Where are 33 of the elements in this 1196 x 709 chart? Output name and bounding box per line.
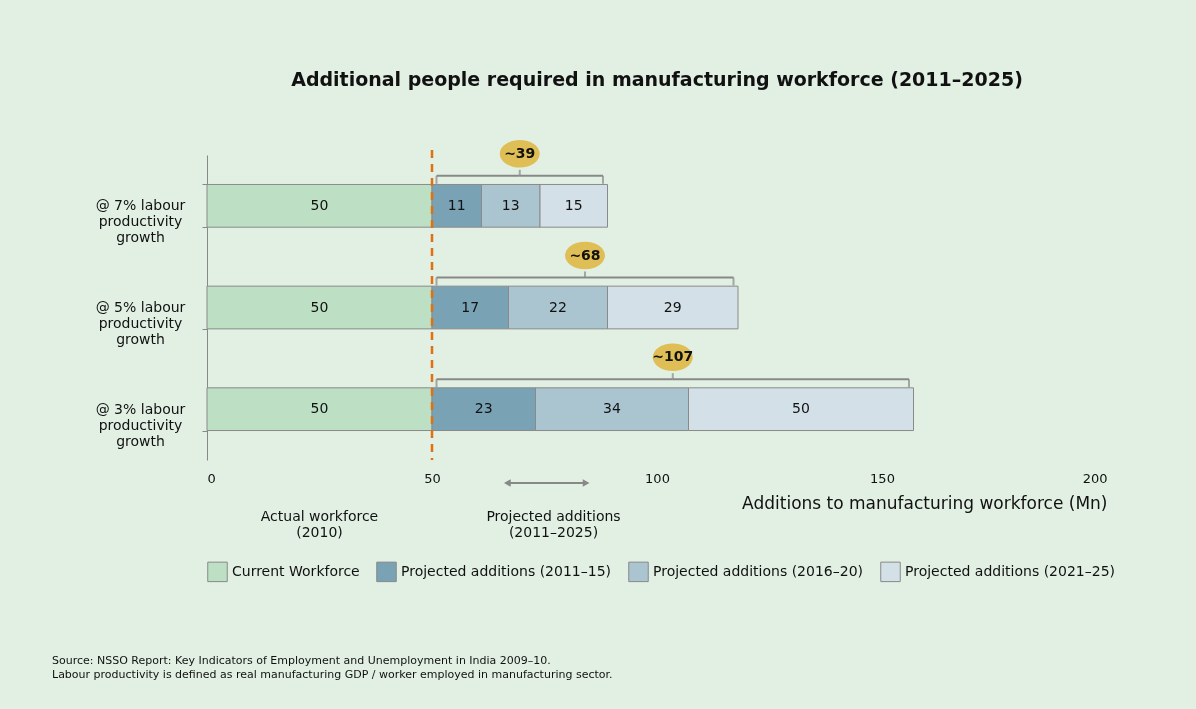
x-tick-label: 200 [1082, 470, 1108, 486]
y-tick-label: @ 5% labour productivity growth [95, 299, 186, 347]
data-label: 22 [549, 298, 567, 315]
x-axis-title: Additions to manufacturing workforce (Mn) [742, 492, 1108, 513]
annotation: ~39 [504, 144, 536, 161]
data-label: 17 [461, 298, 480, 315]
source-note: Source: NSSO Report: Key Indicators of Employment and Unemployment in India 2009–10. [52, 654, 551, 667]
text: Projected additions (2011–2025) [486, 508, 621, 540]
data-label: 34 [603, 400, 621, 417]
chart-title: Additional people required in manufacturing workforce (2011–2025) [291, 68, 1023, 91]
legend-label: Projected additions (2011–15) [401, 562, 612, 579]
data-label: 50 [310, 400, 329, 417]
annotation: ~68 [569, 246, 601, 263]
legend-label: Current Workforce [232, 562, 360, 579]
data-label: 50 [310, 298, 329, 315]
y-tick-label: @ 7% labour productivity growth [95, 197, 186, 246]
data-label: 23 [474, 400, 493, 417]
annotation: ~107 [652, 348, 694, 365]
data-label: 29 [663, 298, 682, 315]
x-tick-label: 150 [870, 470, 895, 486]
y-tick-label: @ 3% labour productivity growth [95, 400, 186, 449]
x-tick-label: 50 [424, 470, 441, 486]
legend-label: Projected additions (2021–25) [905, 562, 1116, 579]
text: Actual workforce (2010) [260, 508, 379, 540]
data-label: 13 [501, 196, 520, 213]
x-tick-label: 0 [207, 470, 216, 486]
legend-label: Projected additions (2016–20) [653, 562, 864, 579]
x-tick-label: 100 [645, 470, 670, 486]
data-label: 50 [310, 196, 329, 213]
data-label: 50 [792, 400, 810, 417]
text: Labour productivity is defined as real manufacturing GDP / worker employed in manufacturing sector. [52, 668, 613, 681]
data-label: 15 [564, 196, 583, 213]
data-label: 11 [447, 196, 466, 213]
